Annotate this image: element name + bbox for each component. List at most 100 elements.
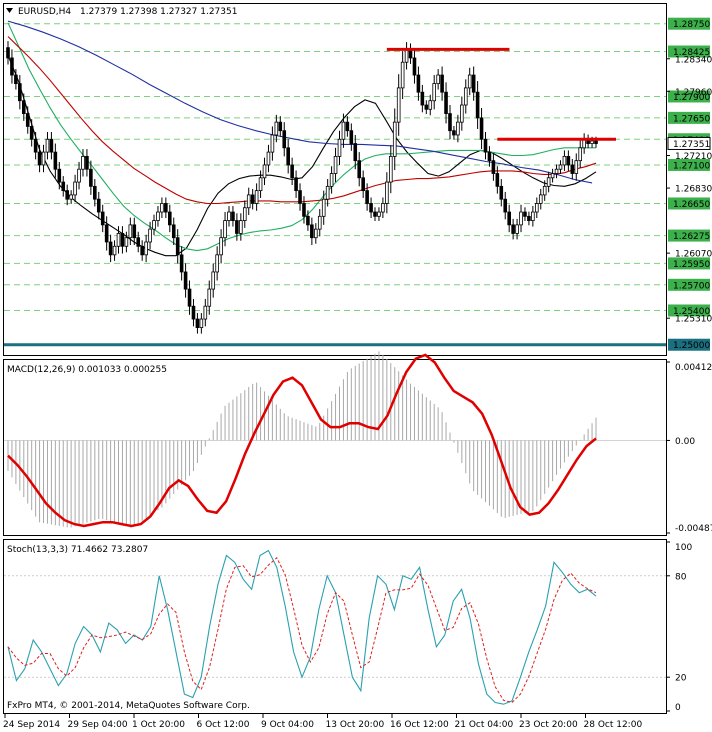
candle-body (144, 241, 148, 256)
macd-panel-frame (3, 359, 667, 536)
candle-body (353, 143, 358, 162)
candle-body (566, 155, 571, 166)
macd-label: MACD(12,26,9) 0.001033 0.000255 (7, 365, 167, 375)
candle-body (515, 224, 519, 234)
candle-body (373, 211, 377, 217)
candle-body (89, 168, 93, 187)
price-tag-bg (668, 304, 710, 317)
candle-body (527, 215, 531, 221)
price-tag-1: 1.28425 (673, 48, 710, 58)
candle-body (120, 233, 125, 247)
price-tag-2: 1.27900 (673, 93, 710, 103)
candle-body (388, 155, 393, 183)
time-label-5: 13 Oct 20:00 (326, 720, 385, 730)
candle-body (148, 228, 152, 243)
candle-body (554, 168, 559, 174)
dropdown-arrow-icon[interactable] (6, 8, 13, 13)
candle-body (392, 121, 397, 157)
candle-body (128, 224, 133, 239)
candle-body (298, 190, 302, 204)
price-tick-label-4: 1.26070 (675, 250, 712, 260)
candle-body (511, 224, 515, 234)
candle-body (562, 155, 567, 166)
current-price-bg (667, 136, 711, 150)
price-tag-3: 1.27650 (673, 114, 710, 124)
candle-body (452, 130, 456, 136)
candle-body (187, 288, 192, 307)
candle-body (385, 181, 389, 204)
candle-body (325, 185, 330, 200)
copyright-text: FxPro MT4, © 2001-2014, MetaQuotes Softw… (7, 701, 250, 711)
candle-body (416, 74, 421, 93)
candle-body (57, 168, 62, 183)
candle-body (167, 211, 172, 226)
candle-body (266, 151, 271, 166)
price-tag-11: 1.25000 (673, 341, 710, 351)
resistance-lines (386, 47, 616, 141)
time-label-9: 28 Oct 12:00 (584, 720, 643, 730)
candle-body (199, 318, 204, 329)
candle-body (6, 47, 10, 59)
candle-body (274, 121, 279, 136)
candle-body (444, 91, 448, 114)
candle-body (18, 83, 22, 102)
candle-body (104, 224, 109, 243)
price-tag-7: 1.26275 (673, 232, 710, 242)
candle-body (538, 194, 543, 204)
candle-body (495, 173, 500, 187)
candle-body (412, 57, 417, 76)
candle-body (65, 190, 69, 200)
candle-body (594, 140, 598, 144)
price-tag-bg (668, 158, 710, 171)
candle-body (156, 211, 160, 221)
candle-body (132, 224, 137, 239)
candle-body (479, 117, 484, 140)
price-tag-bg (668, 45, 710, 58)
candle-body (183, 271, 188, 290)
stoch-main-line (7, 549, 597, 705)
candle-body (570, 164, 575, 174)
stoch-label: Stoch(13,3,3) 71.4662 73.2807 (7, 545, 148, 555)
stoch-signal-line (7, 556, 597, 704)
price-tag-10: 1.25400 (673, 307, 710, 317)
candle-body (239, 220, 243, 234)
candle-body (321, 198, 326, 217)
symbol-label: EURUSD,H4 (18, 7, 71, 17)
time-label-0: 24 Sep 2014 (3, 720, 60, 730)
candle-body (400, 61, 405, 89)
candle-body (179, 254, 184, 273)
candle-body (61, 181, 66, 192)
candle-body (69, 194, 73, 200)
moving-average-line (7, 22, 596, 252)
candle-body (219, 237, 223, 256)
candle-body (235, 220, 239, 234)
candle-body (471, 74, 476, 93)
candle-body (53, 151, 58, 170)
macd-indicator: 0.004127 0.00 -0.00487 (4, 351, 712, 534)
stochastic-indicator: 100 80 20 0 (4, 541, 692, 713)
time-label-6: 16 Oct 12:00 (390, 720, 449, 730)
time-label-8: 23 Oct 20:00 (519, 720, 578, 730)
macd-tick-label-0: 0.004127 (675, 363, 712, 373)
price-tag-bg (668, 338, 710, 351)
chart-header: EURUSD,H4 1.27379 1.27398 1.27327 1.2735… (6, 7, 237, 17)
candle-body (211, 271, 216, 290)
candle-body (337, 138, 342, 157)
candle-body (152, 220, 156, 230)
candle-body (329, 173, 334, 187)
candle-body (535, 203, 539, 213)
candle-body (420, 91, 425, 106)
candle-body (432, 83, 437, 102)
price-tag-bg (668, 278, 710, 291)
candle-body (10, 57, 14, 76)
candle-body (377, 211, 381, 217)
candle-body (333, 155, 338, 174)
candle-body (286, 147, 290, 166)
candle-body (365, 190, 369, 204)
candle-body (25, 113, 30, 127)
candle-body (164, 203, 168, 213)
stoch-tick-label-2: 20 (675, 674, 687, 684)
price-tag-5: 1.27100 (673, 161, 710, 171)
candle-body (290, 164, 294, 179)
